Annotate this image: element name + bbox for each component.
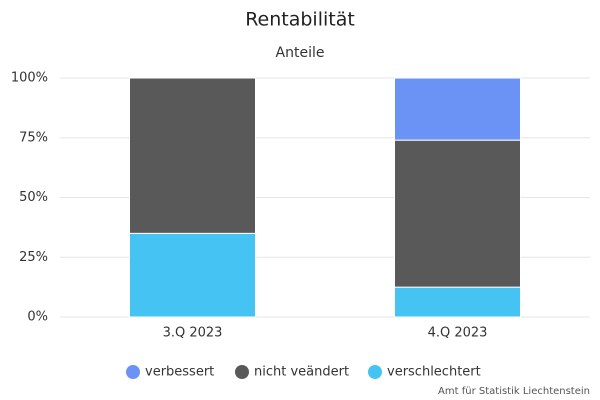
bar-segment: [394, 286, 521, 318]
chart-title: Rentabilität: [245, 9, 355, 31]
y-tick-label: 100%: [11, 71, 48, 86]
x-tick-label: 4.Q 2023: [428, 326, 488, 341]
bar-segment: [394, 139, 521, 288]
legend-label: nicht veändert: [254, 365, 349, 380]
y-tick-label: 50%: [19, 190, 48, 205]
y-tick-label: 25%: [19, 250, 48, 265]
bar-segment: [129, 232, 256, 318]
legend-marker: [126, 365, 140, 379]
bar-segment: [394, 77, 521, 141]
y-tick-label: 75%: [19, 130, 48, 145]
legend-label: verbessert: [145, 365, 214, 380]
x-tick-label: 3.Q 2023: [163, 326, 223, 341]
legend-label: verschlechtert: [387, 365, 481, 380]
legend-marker: [368, 365, 382, 379]
credits: Amt für Statistik Liechtenstein: [438, 386, 590, 397]
chart-subtitle: Anteile: [276, 45, 325, 61]
y-tick-label: 0%: [27, 310, 48, 325]
bar-segment: [129, 77, 256, 234]
legend-marker: [235, 365, 249, 379]
